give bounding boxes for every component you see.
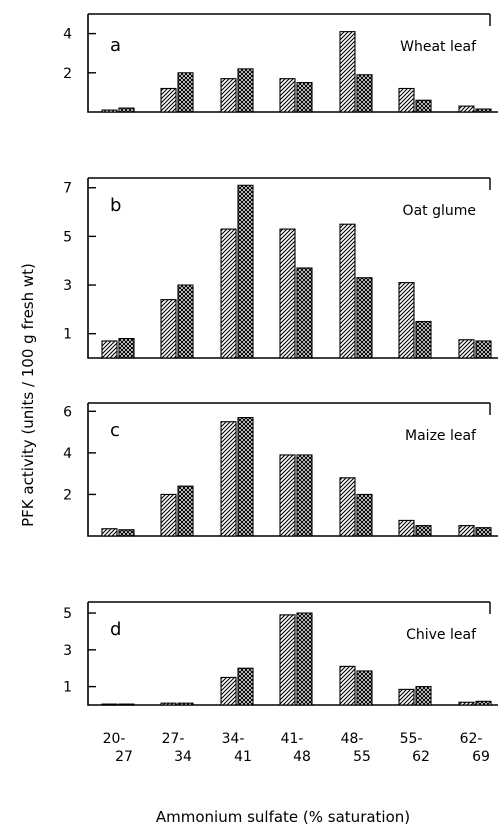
x-category-label-top: 48- — [341, 731, 364, 747]
x-category-label-bottom: 48 — [293, 749, 311, 765]
bar-b-s1-c3 — [220, 228, 237, 359]
bar-d-s1-c6 — [398, 688, 415, 706]
x-category-label-bottom: 69 — [472, 749, 490, 765]
bar-c-s1-c3 — [220, 421, 237, 537]
bar-b-s1-c4 — [279, 228, 296, 359]
y-tick-label: 1 — [63, 327, 72, 343]
panel-c: 2 4 6 c Maize leaf — [63, 402, 498, 537]
bar-a-s1-c7 — [458, 105, 475, 113]
x-category-label-top: 34- — [222, 731, 245, 747]
bar-c-s1-c4 — [279, 454, 296, 537]
bar-b-s2-c4 — [296, 267, 313, 359]
y-tick-label: 2 — [63, 487, 72, 503]
panel-a: 2 4 a Wheat leaf — [63, 13, 498, 113]
bar-c-s1-c2 — [160, 493, 177, 537]
bar-d-s1-c1 — [101, 703, 118, 706]
bar-a-s2-c3 — [237, 68, 254, 113]
y-tick-label: 7 — [63, 181, 72, 197]
bar-d-s2-c4 — [296, 612, 313, 706]
bar-a-s1-c4 — [279, 78, 296, 113]
bar-b-s1-c5 — [339, 223, 356, 359]
bar-c-s2-c7 — [475, 527, 492, 537]
bar-a-s2-c5 — [356, 74, 373, 113]
bar-b-s2-c1 — [118, 337, 135, 359]
panel-letter: c — [110, 420, 120, 441]
y-tick-label: 3 — [63, 278, 72, 294]
x-category-labels: 20- 27 27- 34 34- 41 41- 48 48- 55 55- 62 62- 69 — [103, 731, 490, 765]
bar-d-s2-c6 — [415, 686, 432, 706]
bar-c-s2-c2 — [177, 485, 194, 537]
bar-a-s2-c2 — [177, 72, 194, 113]
x-category-label-top: 41- — [281, 731, 304, 747]
bar-a-s1-c1 — [101, 109, 118, 113]
panel-name: Maize leaf — [405, 428, 477, 444]
bar-b-s2-c5 — [356, 277, 373, 359]
panel-name: Wheat leaf — [400, 39, 477, 55]
bar-b-s2-c2 — [177, 284, 194, 359]
panels-group: 2 4 a Wheat leaf 1 3 5 7 b Oat glume 2 4 6 c Maize lea… — [63, 13, 498, 706]
panel-b: 1 3 5 7 b Oat glume — [63, 177, 498, 359]
bar-a-s1-c6 — [398, 87, 415, 113]
bar-a-s2-c6 — [415, 99, 432, 113]
bar-b-s1-c7 — [458, 339, 475, 359]
panel-letter: b — [110, 195, 121, 216]
bar-a-s1-c3 — [220, 78, 237, 113]
x-category-label-top: 27- — [162, 731, 185, 747]
bar-c-s2-c5 — [356, 493, 373, 537]
bar-d-s2-c2 — [177, 702, 194, 706]
bar-d-s1-c2 — [160, 702, 177, 706]
x-category-label-bottom: 27 — [115, 749, 133, 765]
x-category-label-bottom: 55 — [353, 749, 371, 765]
bar-b-s1-c6 — [398, 282, 415, 359]
bar-b-s1-c1 — [101, 340, 118, 359]
bar-d-s1-c7 — [458, 701, 475, 706]
y-tick-label: 1 — [63, 680, 72, 696]
bar-d-s2-c5 — [356, 670, 373, 706]
bar-d-s1-c4 — [279, 614, 296, 706]
bar-c-s2-c1 — [118, 529, 135, 537]
bar-b-s2-c3 — [237, 184, 254, 359]
y-tick-label: 3 — [63, 643, 72, 659]
panel-name: Chive leaf — [406, 627, 477, 643]
bar-c-s1-c5 — [339, 477, 356, 537]
bar-d-s1-c3 — [220, 676, 237, 706]
y-tick-label: 6 — [63, 404, 72, 420]
y-tick-label: 2 — [63, 66, 72, 82]
panel-letter: d — [110, 619, 121, 640]
x-axis-title: Ammonium sulfate (% saturation) — [156, 808, 410, 826]
bar-d-s2-c7 — [475, 700, 492, 706]
x-category-label-bottom: 34 — [174, 749, 192, 765]
bar-c-s1-c7 — [458, 525, 475, 537]
x-category-label-top: 55- — [400, 731, 423, 747]
bar-d-s2-c1 — [118, 703, 135, 706]
bar-d-s1-c5 — [339, 665, 356, 706]
bar-c-s1-c1 — [101, 528, 118, 537]
x-category-label-top: 20- — [103, 731, 126, 747]
bar-b-s2-c6 — [415, 320, 432, 359]
bar-a-s2-c4 — [296, 82, 313, 113]
bar-a-s2-c1 — [118, 107, 135, 113]
bar-c-s2-c6 — [415, 525, 432, 537]
y-tick-label: 5 — [63, 229, 72, 245]
y-tick-label: 4 — [63, 446, 72, 462]
bar-d-s2-c3 — [237, 667, 254, 706]
x-category-label-top: 62- — [460, 731, 483, 747]
bar-a-s2-c7 — [475, 108, 492, 113]
panel-name: Oat glume — [403, 203, 476, 219]
x-category-label-bottom: 41 — [234, 749, 252, 765]
y-tick-label: 5 — [63, 606, 72, 622]
bar-b-s1-c2 — [160, 299, 177, 359]
panel-letter: a — [110, 35, 121, 56]
bar-b-s2-c7 — [475, 340, 492, 359]
x-category-label-bottom: 62 — [412, 749, 430, 765]
bar-c-s2-c3 — [237, 416, 254, 537]
y-axis-title: PFK activity (units / 100 g fresh wt) — [19, 263, 37, 527]
bar-a-s1-c2 — [160, 87, 177, 113]
bar-c-s2-c4 — [296, 454, 313, 537]
panel-d: 1 3 5 d Chive leaf — [63, 601, 498, 706]
bar-c-s1-c6 — [398, 519, 415, 537]
y-tick-label: 4 — [63, 27, 72, 43]
bar-a-s1-c5 — [339, 31, 356, 113]
